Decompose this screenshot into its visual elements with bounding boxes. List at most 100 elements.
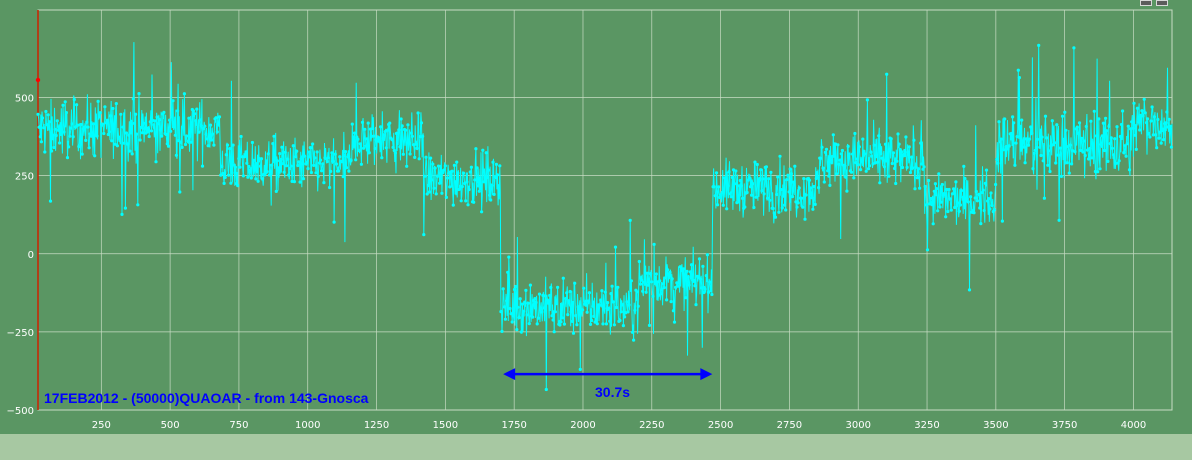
data-point bbox=[359, 162, 363, 166]
data-point bbox=[996, 161, 1000, 165]
data-point bbox=[52, 145, 56, 150]
data-point bbox=[611, 300, 615, 304]
data-point bbox=[1102, 148, 1107, 153]
data-point bbox=[574, 314, 578, 318]
data-point bbox=[292, 180, 296, 184]
data-point bbox=[1153, 133, 1158, 137]
data-point bbox=[132, 121, 136, 125]
data-point bbox=[1095, 134, 1099, 138]
data-point bbox=[187, 116, 191, 120]
data-point bbox=[172, 125, 176, 129]
x-tick-label: 4000 bbox=[1121, 420, 1146, 431]
data-point bbox=[360, 120, 365, 124]
data-point bbox=[1009, 131, 1014, 136]
data-point bbox=[155, 115, 159, 119]
data-point bbox=[54, 133, 58, 138]
data-point bbox=[1132, 101, 1136, 105]
data-point bbox=[489, 198, 493, 202]
data-point bbox=[554, 302, 559, 306]
data-point bbox=[181, 123, 185, 128]
data-point bbox=[765, 196, 770, 200]
data-point bbox=[98, 111, 102, 115]
data-point bbox=[1150, 105, 1154, 109]
data-point bbox=[595, 322, 599, 326]
data-point bbox=[106, 132, 110, 137]
data-point bbox=[559, 320, 563, 324]
data-point bbox=[578, 367, 582, 371]
data-point bbox=[685, 269, 689, 273]
x-tick-label: 1000 bbox=[295, 420, 320, 431]
data-point bbox=[1068, 143, 1073, 147]
data-point bbox=[1043, 114, 1048, 118]
data-point bbox=[889, 137, 893, 141]
data-point bbox=[755, 162, 759, 167]
data-point bbox=[342, 153, 346, 158]
data-point bbox=[598, 303, 602, 307]
window-button-icon[interactable] bbox=[1140, 0, 1152, 6]
data-point bbox=[455, 160, 459, 164]
data-point bbox=[862, 149, 866, 153]
data-point bbox=[836, 143, 840, 147]
data-point bbox=[307, 150, 311, 154]
tick-labels: 250 500 750 1000 1250 1500 1750 2000 2250 2500 275… bbox=[7, 94, 1147, 432]
data-point bbox=[317, 161, 321, 165]
data-point bbox=[92, 122, 96, 126]
data-point bbox=[71, 135, 75, 139]
data-point bbox=[933, 182, 938, 186]
data-point bbox=[782, 203, 787, 207]
data-point bbox=[861, 137, 865, 141]
x-tick-label: 2250 bbox=[639, 420, 664, 431]
data-point bbox=[534, 300, 538, 305]
data-point bbox=[533, 297, 537, 301]
data-point bbox=[878, 181, 882, 185]
data-point bbox=[354, 158, 358, 162]
window-button-icon[interactable] bbox=[1156, 0, 1168, 6]
data-point bbox=[275, 159, 279, 163]
data-point bbox=[1105, 129, 1109, 133]
data-point bbox=[514, 284, 518, 289]
data-point bbox=[663, 276, 668, 280]
data-point bbox=[561, 276, 565, 280]
data-point bbox=[331, 159, 335, 163]
data-point bbox=[316, 174, 320, 178]
data-point bbox=[537, 292, 542, 296]
data-point bbox=[93, 154, 97, 158]
data-point bbox=[795, 205, 799, 209]
data-point bbox=[604, 322, 609, 326]
data-point bbox=[203, 124, 207, 128]
data-point bbox=[608, 319, 612, 323]
data-point bbox=[1098, 167, 1102, 171]
data-point bbox=[1016, 68, 1020, 72]
data-point bbox=[446, 176, 450, 180]
data-point bbox=[1006, 147, 1010, 151]
data-point bbox=[101, 122, 105, 126]
data-point bbox=[1059, 174, 1063, 178]
data-point bbox=[882, 165, 887, 169]
data-point bbox=[195, 107, 199, 111]
data-point bbox=[156, 122, 160, 126]
data-point bbox=[902, 154, 906, 158]
data-point bbox=[915, 176, 919, 180]
data-point bbox=[810, 196, 814, 200]
data-point bbox=[944, 215, 948, 219]
data-point bbox=[480, 210, 484, 214]
data-point bbox=[895, 159, 899, 163]
data-point bbox=[992, 208, 997, 212]
data-point bbox=[866, 167, 871, 171]
data-point bbox=[988, 207, 992, 211]
data-point bbox=[522, 309, 526, 313]
data-point bbox=[166, 144, 171, 148]
data-point bbox=[689, 263, 694, 267]
data-point bbox=[694, 303, 698, 307]
data-point bbox=[1099, 142, 1103, 146]
data-point bbox=[962, 164, 966, 168]
data-point bbox=[253, 168, 257, 172]
data-point bbox=[112, 122, 116, 126]
data-point bbox=[210, 138, 214, 142]
x-tick-label: 3000 bbox=[845, 420, 870, 431]
data-point bbox=[1089, 119, 1093, 123]
data-point bbox=[950, 192, 955, 196]
data-point bbox=[815, 175, 820, 179]
data-point bbox=[1149, 119, 1153, 123]
